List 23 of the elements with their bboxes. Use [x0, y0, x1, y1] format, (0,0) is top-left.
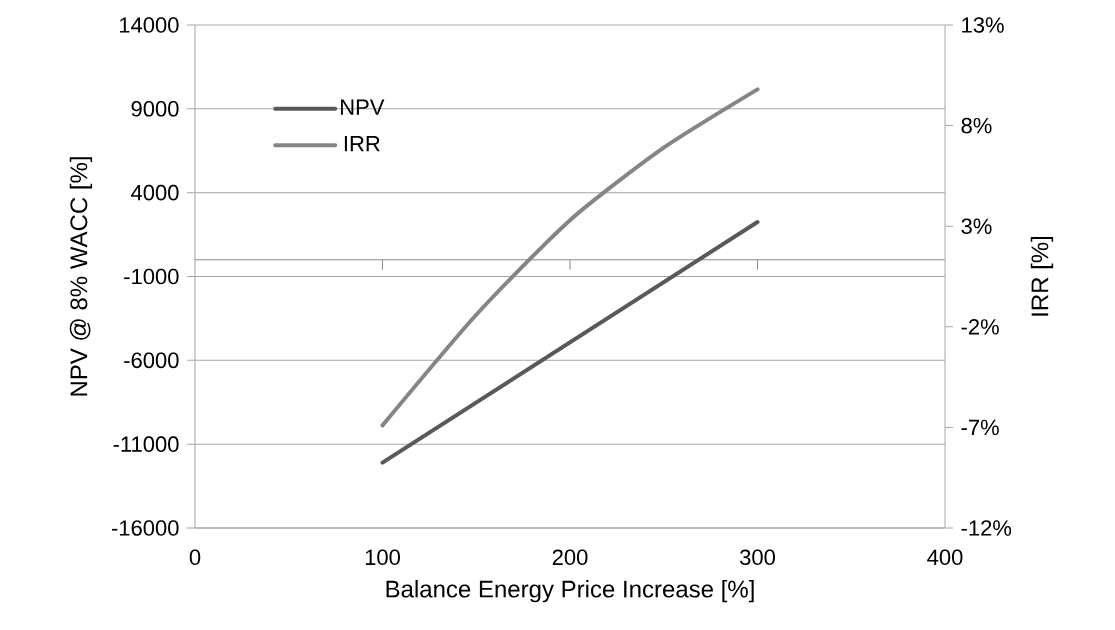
y2-tick-label: -7% [961, 419, 999, 436]
x-tick-label: 200 [552, 549, 588, 566]
legend-label: NPV [341, 99, 385, 115]
x-axis-title: Balance Energy Price Increase [%] [386, 579, 754, 603]
y2-tick-label: 13% [962, 17, 1004, 33]
y-tick-label: 14000 [119, 17, 179, 33]
y2-axis-title: IRR [%] [1030, 236, 1054, 316]
x-tick-label: 400 [927, 549, 963, 566]
x-tick-label: 0 [189, 549, 201, 566]
y-tick-label: -16000 [111, 520, 179, 536]
y2-tick-label: 3% [961, 218, 992, 234]
y-tick-label: -6000 [124, 352, 179, 369]
y-tick-label: 4000 [131, 184, 179, 201]
y2-tick-label: -12% [961, 520, 1012, 536]
y-tick-label: 9000 [131, 101, 179, 117]
y-tick-label: -11000 [113, 436, 179, 452]
y-axis-title: NPV @ 8% WACC [%] [69, 157, 93, 396]
x-tick-label: 300 [739, 549, 775, 566]
y2-tick-label: -2% [961, 319, 999, 335]
y-tick-label: -1000 [124, 268, 179, 285]
legend-label: IRR [344, 136, 380, 152]
y2-tick-label: 8% [961, 117, 992, 134]
x-tick-label: 100 [365, 549, 400, 566]
